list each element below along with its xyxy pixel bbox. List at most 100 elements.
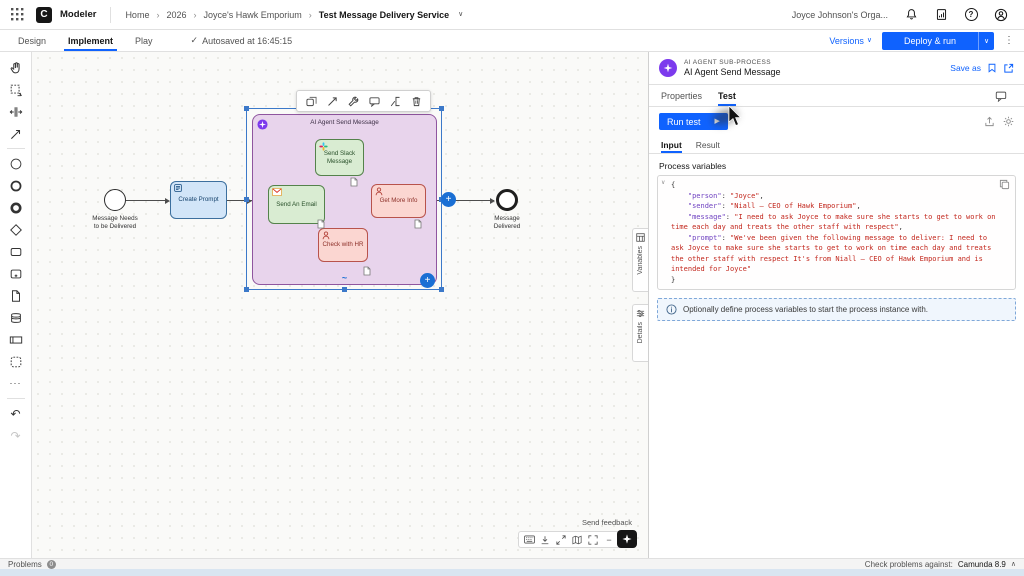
copy-icon[interactable] — [999, 179, 1012, 192]
gear-icon[interactable] — [1003, 116, 1014, 127]
create-subprocess-icon[interactable] — [4, 264, 28, 283]
problems-label[interactable]: Problems — [8, 559, 42, 569]
task-create-prompt[interactable]: Create Prompt — [170, 181, 227, 219]
append-plus-button[interactable]: + — [420, 273, 435, 288]
document-badge-icon — [317, 219, 325, 229]
help-icon[interactable]: ? — [960, 4, 982, 26]
minimap-icon[interactable] — [570, 533, 584, 546]
breadcrumb: Home › 2026 › Joyce's Hawk Emporium › Te… — [125, 10, 463, 20]
divider — [6, 398, 25, 399]
status-bar: Problems 0 Check problems against: Camun… — [0, 558, 1024, 569]
create-task-icon[interactable] — [4, 242, 28, 261]
tab-play[interactable]: Play — [135, 35, 153, 46]
task-send-an-email[interactable]: Send An Email — [268, 185, 325, 224]
flow-arrowhead — [490, 197, 495, 204]
deploy-and-run-button[interactable]: Deploy & run ∨ — [881, 31, 994, 50]
create-intermediate-event-icon[interactable] — [4, 176, 28, 195]
breadcrumb-home[interactable]: Home — [125, 9, 150, 20]
chevron-down-icon[interactable]: ∨ — [458, 11, 464, 18]
breadcrumb-2026[interactable]: 2026 — [166, 9, 187, 20]
breadcrumb-separator: › — [193, 9, 197, 20]
create-end-event-icon[interactable] — [4, 198, 28, 217]
info-banner: Optionally define process variables to s… — [657, 298, 1016, 321]
overflow-menu-icon[interactable]: ⋮ — [1004, 34, 1014, 46]
undo-icon[interactable]: ↶ — [4, 404, 28, 423]
send-feedback-label[interactable]: Send feedback — [581, 518, 632, 527]
comment-icon[interactable] — [367, 94, 381, 108]
delete-trash-icon[interactable] — [409, 94, 423, 108]
flow-arrowhead — [247, 197, 252, 204]
task-check-with-hr[interactable]: Check with HR — [318, 228, 368, 262]
zoom-out-button[interactable]: − — [602, 533, 616, 546]
check-icon: ✓ — [190, 35, 199, 45]
problems-count-badge: 0 — [46, 559, 56, 569]
more-elements-icon[interactable]: ··· — [4, 374, 28, 393]
create-data-object-icon[interactable] — [4, 286, 28, 305]
connect-tool-icon[interactable] — [325, 94, 339, 108]
comments-icon[interactable] — [990, 85, 1012, 107]
engine-version-selector[interactable]: Camunda 8.9 — [957, 559, 1006, 569]
json-code[interactable]: { "person": "Joyce", "sender": "Niall – … — [671, 181, 1000, 284]
sequence-flow[interactable] — [227, 200, 252, 202]
notifications-bell-icon[interactable] — [900, 4, 922, 26]
download-icon[interactable] — [538, 533, 552, 546]
sequence-flow[interactable] — [437, 200, 494, 202]
global-connect-tool-icon[interactable] — [4, 124, 28, 143]
breadcrumb-file-name[interactable]: Test Message Delivery Service — [318, 9, 450, 20]
tab-implement[interactable]: Implement — [64, 30, 118, 51]
tab-design[interactable]: Design — [18, 35, 47, 46]
ai-assistant-button[interactable] — [617, 530, 637, 548]
app-switcher-icon[interactable] — [6, 4, 28, 26]
text-annotation-icon[interactable] — [388, 94, 402, 108]
fold-chevron-icon[interactable]: ∨ — [661, 180, 666, 186]
tab-properties[interactable]: Properties — [661, 90, 703, 101]
tab-result[interactable]: Result — [695, 139, 720, 150]
deploy-options-caret[interactable]: ∨ — [978, 31, 994, 50]
hand-tool-icon[interactable] — [4, 58, 28, 77]
chevron-up-icon[interactable]: ∧ — [1010, 560, 1016, 568]
milestone-icon[interactable] — [987, 63, 997, 73]
table-icon — [636, 233, 645, 242]
fullscreen-icon[interactable] — [554, 533, 568, 546]
create-data-store-icon[interactable] — [4, 308, 28, 327]
properties-panel: AI AGENT SUB-PROCESS AI Agent Send Messa… — [648, 52, 1024, 558]
bpmn-canvas[interactable]: Message Needs to be Delivered Create Pro… — [32, 52, 648, 558]
organization-name[interactable]: Joyce Johnson's Orga... — [791, 9, 888, 20]
redo-icon[interactable]: ↷ — [4, 426, 28, 445]
end-event[interactable] — [496, 189, 518, 211]
tab-test[interactable]: Test — [718, 85, 736, 106]
change-element-wrench-icon[interactable] — [346, 94, 360, 108]
document-badge-icon — [350, 177, 358, 187]
breadcrumb-project[interactable]: Joyce's Hawk Emporium — [203, 9, 302, 20]
end-event-label: Message Delivered — [493, 215, 521, 230]
app-name: Modeler — [60, 9, 97, 20]
export-icon[interactable] — [984, 116, 995, 127]
fit-viewport-icon[interactable] — [586, 533, 600, 546]
create-gateway-icon[interactable] — [4, 220, 28, 239]
vtab-details[interactable]: Details — [632, 304, 648, 362]
task-get-more-info[interactable]: Get More Info — [371, 184, 426, 218]
vtab-variables[interactable]: Variables — [632, 228, 648, 292]
lasso-tool-icon[interactable] — [4, 80, 28, 99]
deploy-label[interactable]: Deploy & run — [881, 31, 978, 50]
create-participant-icon[interactable] — [4, 330, 28, 349]
process-variables-editor[interactable]: ∨ { "person": "Joyce", "sender": "Niall … — [657, 175, 1016, 290]
versions-button[interactable]: Versions ∨ — [829, 35, 872, 46]
changelog-icon[interactable] — [930, 4, 952, 26]
sequence-flow[interactable] — [126, 200, 168, 202]
append-element-icon[interactable] — [304, 94, 318, 108]
open-external-icon[interactable] — [1003, 63, 1014, 74]
user-icon — [375, 187, 383, 196]
save-as-link[interactable]: Save as — [950, 63, 981, 73]
keyboard-shortcuts-icon[interactable] — [522, 533, 536, 546]
create-group-icon[interactable] — [4, 352, 28, 371]
profile-avatar-icon[interactable] — [990, 4, 1012, 26]
email-icon — [272, 188, 282, 196]
tab-input[interactable]: Input — [661, 136, 682, 153]
run-test-button[interactable]: Run test ▶ — [659, 113, 728, 130]
append-plus-button[interactable]: + — [441, 192, 456, 207]
task-send-slack-message[interactable]: Send Slack Message — [315, 139, 364, 176]
space-tool-icon[interactable] — [4, 102, 28, 121]
create-start-event-icon[interactable] — [4, 154, 28, 173]
start-event[interactable] — [104, 189, 126, 211]
